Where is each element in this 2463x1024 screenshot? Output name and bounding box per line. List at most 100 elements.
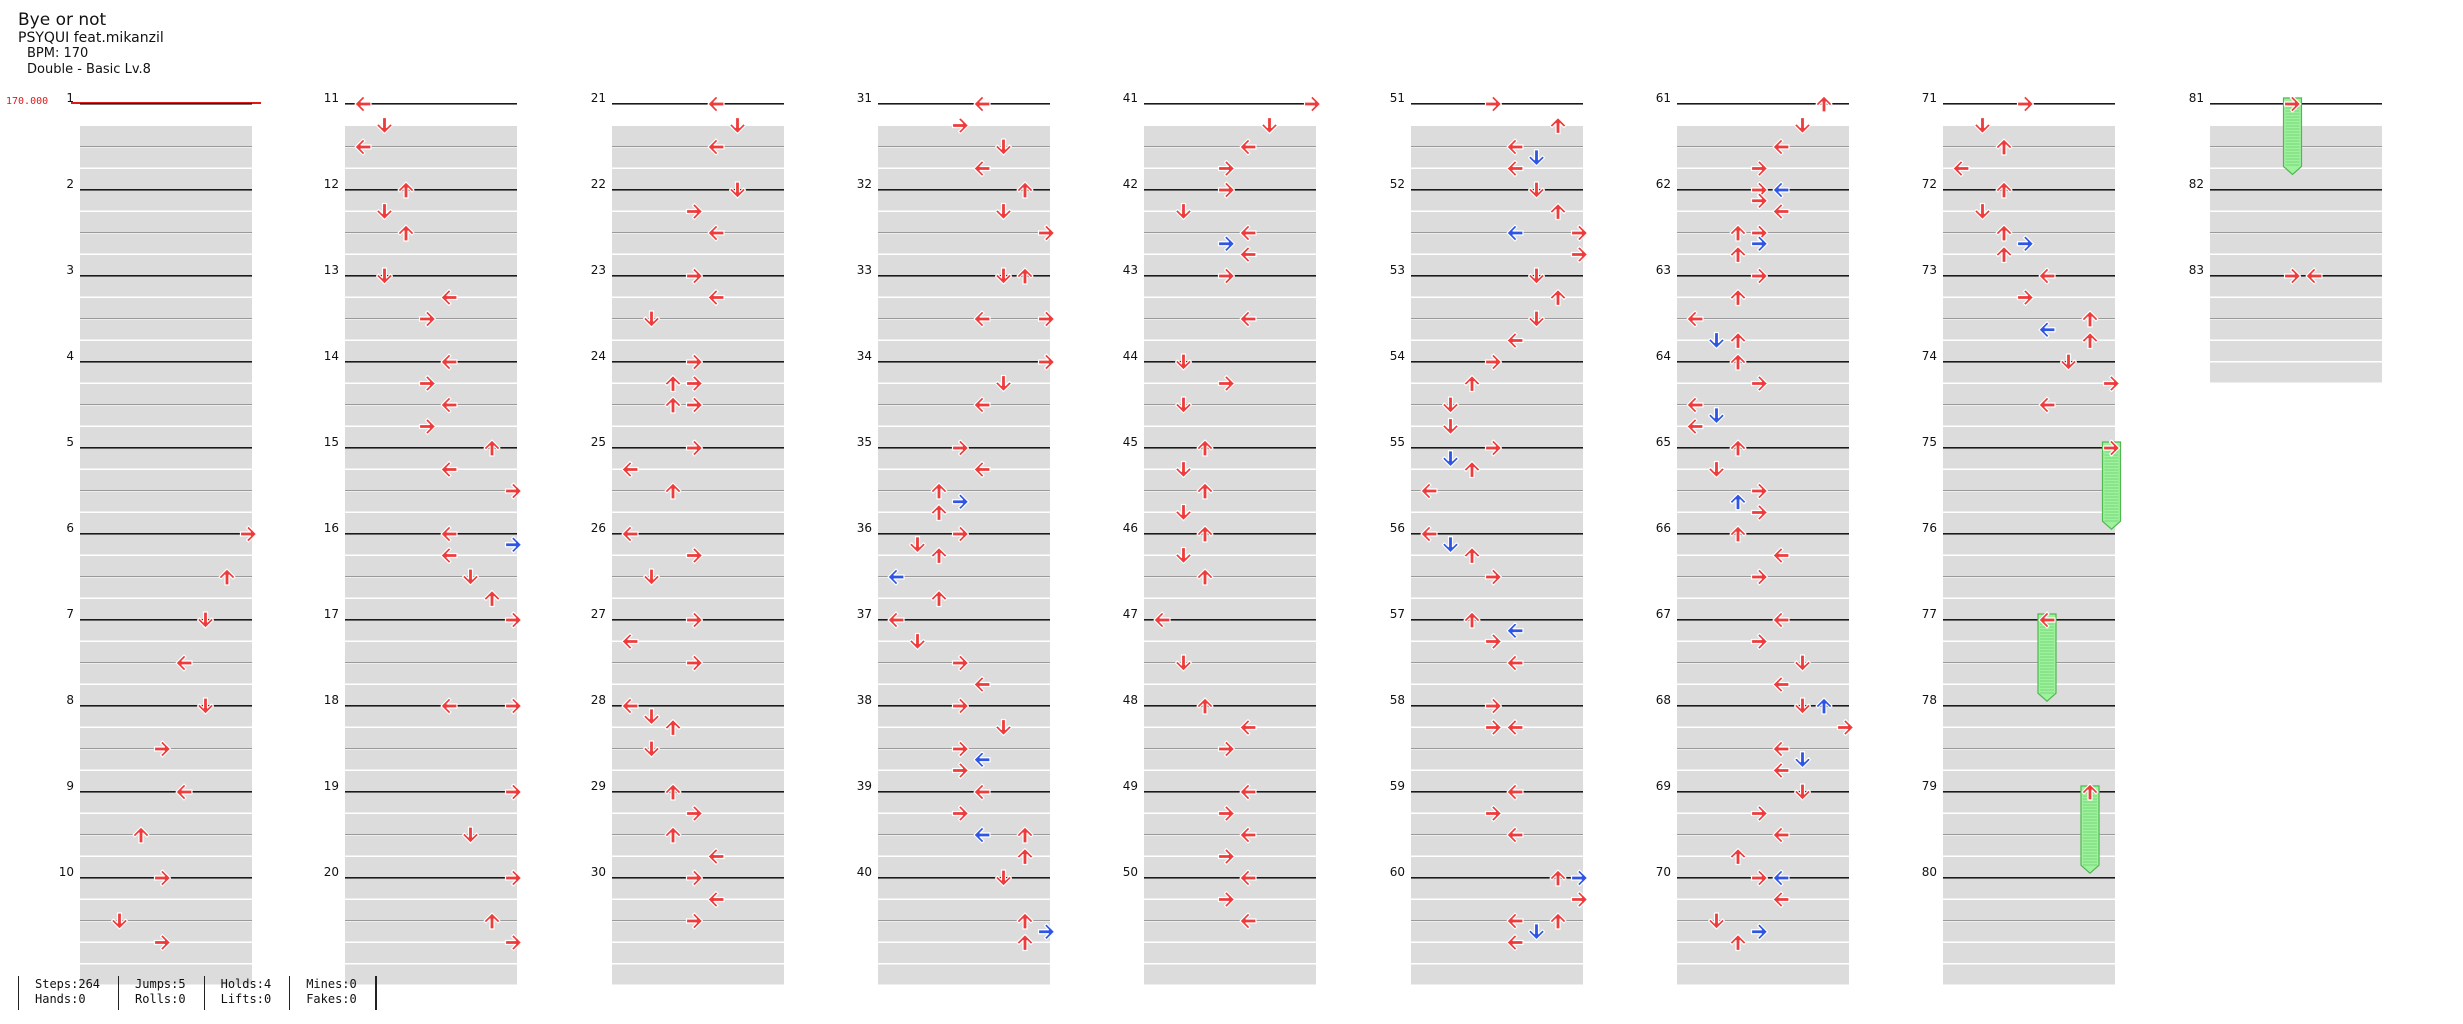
beat-line bbox=[878, 834, 1050, 835]
measure-number: 64 bbox=[1656, 349, 1671, 363]
beat-band bbox=[612, 427, 784, 447]
beat-band bbox=[1677, 470, 1849, 490]
beat-band bbox=[1943, 620, 2115, 641]
beat-band bbox=[1677, 255, 1849, 275]
beat-line bbox=[1677, 404, 1849, 405]
measure-line bbox=[1411, 619, 1583, 621]
measure-16: 16 bbox=[324, 521, 523, 641]
beat-line bbox=[1411, 662, 1583, 663]
measure-63: 63 bbox=[1656, 263, 1849, 383]
beat-band bbox=[1677, 126, 1849, 146]
beat-band bbox=[345, 319, 517, 340]
beat-band bbox=[1677, 556, 1849, 576]
beat-band bbox=[1943, 534, 2115, 555]
beat-band bbox=[1144, 706, 1316, 727]
beat-band bbox=[1677, 792, 1849, 813]
beat-band bbox=[878, 857, 1050, 877]
beat-band bbox=[612, 900, 784, 920]
beat-band bbox=[1411, 943, 1583, 963]
beat-band bbox=[80, 857, 252, 877]
beat-band bbox=[1943, 900, 2115, 920]
beat-band bbox=[345, 470, 517, 490]
measure-line bbox=[80, 533, 252, 535]
beat-band bbox=[1677, 642, 1849, 662]
beat-line bbox=[1411, 404, 1583, 405]
measure-number: 80 bbox=[1922, 865, 1937, 879]
beat-band bbox=[612, 513, 784, 533]
beat-band bbox=[1144, 599, 1316, 619]
hold-note bbox=[2037, 613, 2057, 703]
beat-line bbox=[1943, 748, 2115, 749]
beat-band bbox=[878, 169, 1050, 189]
right-arrow-icon bbox=[2016, 95, 2035, 113]
beat-band bbox=[1411, 706, 1583, 727]
beat-line bbox=[1943, 146, 2115, 147]
beat-line bbox=[612, 232, 784, 233]
hold-note bbox=[2282, 97, 2303, 176]
measure-number: 1 bbox=[66, 91, 74, 105]
measure-line bbox=[1677, 447, 1849, 449]
measure-60: 60 bbox=[1390, 865, 1589, 985]
measure-46: 46 bbox=[1123, 521, 1316, 641]
measure-line bbox=[80, 447, 252, 449]
beat-band bbox=[612, 878, 784, 899]
beat-band bbox=[1677, 814, 1849, 834]
beat-band bbox=[1943, 663, 2115, 684]
beat-band bbox=[80, 427, 252, 447]
measure-line bbox=[345, 189, 517, 191]
measure-line bbox=[612, 791, 784, 793]
bpm-change-label: 170.000 bbox=[6, 96, 49, 107]
beat-band bbox=[612, 233, 784, 254]
measure-number: 28 bbox=[591, 693, 606, 707]
beat-line bbox=[345, 748, 517, 749]
beat-band bbox=[612, 276, 784, 297]
beat-band bbox=[612, 190, 784, 211]
beat-band bbox=[1144, 384, 1316, 404]
beat-band bbox=[345, 642, 517, 662]
measure-line bbox=[878, 275, 1050, 277]
beat-band bbox=[1144, 298, 1316, 318]
beat-line bbox=[345, 920, 517, 921]
beat-band bbox=[1943, 556, 2115, 576]
measure-49: 49 bbox=[1123, 779, 1316, 899]
beat-band bbox=[1943, 513, 2115, 533]
beat-band bbox=[2210, 276, 2382, 297]
beat-line bbox=[612, 748, 784, 749]
measure-45: 45 bbox=[1123, 435, 1316, 555]
measure-line bbox=[878, 103, 1050, 105]
beat-line bbox=[2210, 232, 2382, 233]
beat-band bbox=[1144, 577, 1316, 598]
beat-band bbox=[1144, 964, 1316, 985]
measure-line bbox=[1677, 791, 1849, 793]
beat-band bbox=[345, 233, 517, 254]
beat-band bbox=[1411, 577, 1583, 598]
beat-band bbox=[878, 599, 1050, 619]
measure-line bbox=[878, 791, 1050, 793]
beat-band bbox=[878, 126, 1050, 146]
beat-band bbox=[878, 577, 1050, 598]
beat-band bbox=[80, 169, 252, 189]
beat-band bbox=[612, 298, 784, 318]
measure-number: 3 bbox=[66, 263, 74, 277]
measure-number: 22 bbox=[591, 177, 606, 191]
measure-48: 48 bbox=[1123, 693, 1316, 813]
beat-band bbox=[80, 405, 252, 426]
chart-header: Bye or not PSYQUI feat.mikanzil BPM: 170… bbox=[18, 10, 164, 78]
beat-band bbox=[80, 298, 252, 318]
beat-band bbox=[1411, 341, 1583, 361]
measure-line bbox=[1144, 103, 1316, 105]
measure-number: 9 bbox=[66, 779, 74, 793]
measure-number: 65 bbox=[1656, 435, 1671, 449]
beat-band bbox=[1411, 427, 1583, 447]
beat-band bbox=[1943, 728, 2115, 748]
beat-band bbox=[1144, 728, 1316, 748]
measure-number: 71 bbox=[1922, 91, 1937, 105]
lifts-count: Lifts:0 bbox=[220, 992, 272, 1006]
measure-line bbox=[1144, 361, 1316, 363]
beat-band bbox=[2210, 255, 2382, 275]
beat-band bbox=[1943, 255, 2115, 275]
beat-band bbox=[80, 921, 252, 942]
beat-line bbox=[80, 318, 252, 319]
beat-band bbox=[1411, 620, 1583, 641]
measure-number: 25 bbox=[591, 435, 606, 449]
